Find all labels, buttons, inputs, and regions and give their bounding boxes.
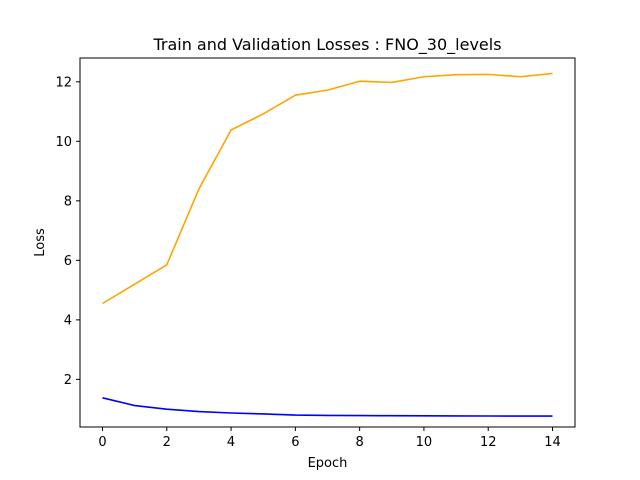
series-line-2 <box>102 72 553 305</box>
y-axis-ticks: 2 4 6 8 10 12 <box>55 75 80 388</box>
x-tick-label: 12 <box>480 435 497 450</box>
x-tick-label: 14 <box>544 435 561 450</box>
series-layer <box>102 72 553 417</box>
y-tick-label: 10 <box>55 135 72 150</box>
x-tick-label: 10 <box>416 435 433 450</box>
y-tick-label: 12 <box>55 75 72 90</box>
x-tick-label: 4 <box>227 435 235 450</box>
series-line-1 <box>102 397 553 417</box>
x-axis-ticks: 0 2 4 6 8 10 12 14 <box>98 427 561 450</box>
plot-background <box>80 58 575 427</box>
plot-frame <box>79 57 576 428</box>
y-tick-label: 6 <box>64 254 72 269</box>
x-axis-label: Epoch <box>308 456 348 471</box>
x-tick-label: 0 <box>98 435 106 450</box>
y-tick-label: 8 <box>64 194 72 209</box>
x-tick-label: 6 <box>291 435 299 450</box>
chart-title: Train and Validation Losses : FNO_30_lev… <box>152 35 501 55</box>
plot-area <box>79 57 576 428</box>
x-tick-label: 8 <box>356 435 364 450</box>
y-tick-label: 2 <box>64 373 72 388</box>
x-tick-label: 2 <box>163 435 171 450</box>
y-axis-label: Loss <box>33 228 48 257</box>
y-tick-label: 4 <box>64 313 72 328</box>
